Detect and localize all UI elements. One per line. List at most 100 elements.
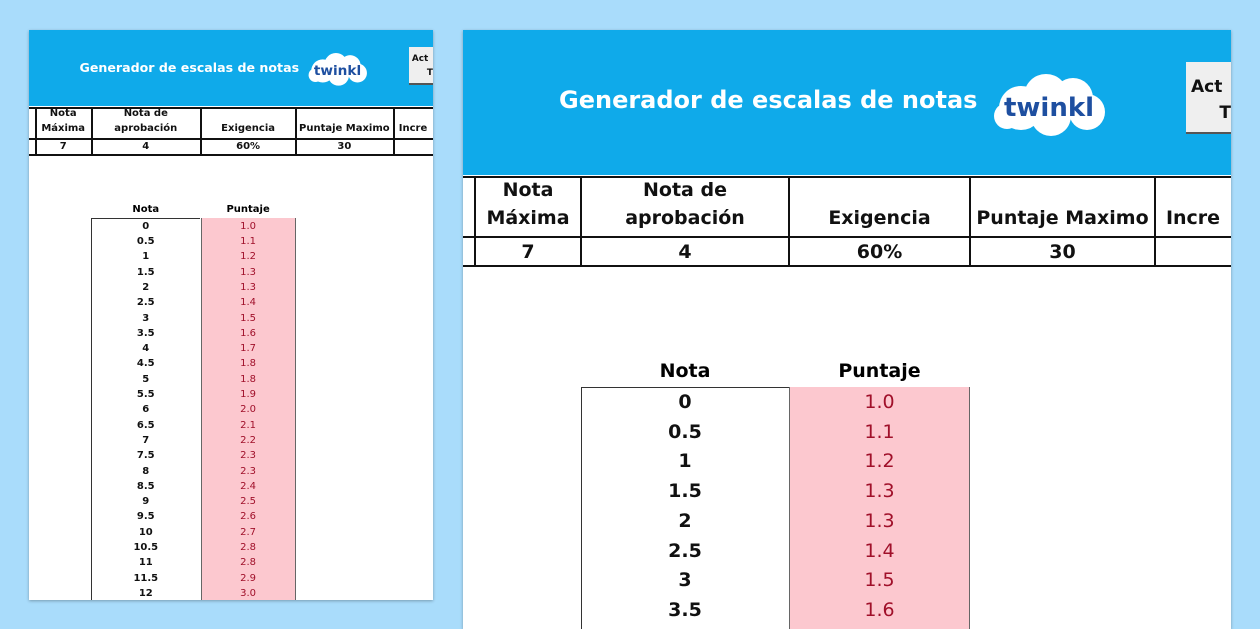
nota-cell[interactable]: 5.5 <box>136 389 155 401</box>
nota-cell[interactable]: 7 <box>142 434 150 446</box>
action-button[interactable]: Act T <box>409 46 433 85</box>
puntaje-cell[interactable]: 1.4 <box>864 539 895 562</box>
nota-cell[interactable]: 8 <box>142 465 150 477</box>
param-value[interactable]: 60% <box>236 140 261 152</box>
table-border <box>29 153 433 156</box>
action-button[interactable]: Act T <box>1186 62 1231 134</box>
puntaje-cell[interactable]: 3.0 <box>240 587 257 599</box>
nota-cell[interactable]: 10 <box>138 526 153 538</box>
nota-cell[interactable]: 4.5 <box>136 358 155 370</box>
table-border <box>392 106 395 155</box>
nota-cell[interactable]: 6.5 <box>136 419 155 431</box>
puntaje-cell[interactable]: 2.4 <box>240 480 257 492</box>
param-value[interactable] <box>393 139 433 153</box>
app-title: Generador de escalas de notas <box>79 59 300 75</box>
nota-cell[interactable]: 7.5 <box>136 450 155 462</box>
nota-cell[interactable]: 6 <box>142 404 150 416</box>
table-border <box>463 236 1231 238</box>
puntaje-cell[interactable]: 1.2 <box>240 251 257 263</box>
puntaje-column <box>789 387 970 629</box>
puntaje-cell[interactable]: 1.5 <box>864 569 895 592</box>
spreadsheet-preview-large: Generador de escalas de notas twinkl Act T N… <box>463 30 1231 629</box>
nota-cell[interactable]: 11 <box>138 557 153 569</box>
svg-text:twinkl: twinkl <box>314 63 361 79</box>
param-value[interactable]: 7 <box>59 140 67 152</box>
nota-cell[interactable]: 2.5 <box>668 539 702 562</box>
puntaje-cell[interactable]: 1.6 <box>864 598 895 621</box>
table-border <box>29 106 433 109</box>
nota-cell[interactable]: 1.5 <box>668 480 702 503</box>
puntaje-cell[interactable]: 1.6 <box>240 327 257 339</box>
puntaje-cell[interactable]: 2.0 <box>240 404 257 416</box>
puntaje-cell[interactable]: 1.5 <box>240 312 257 324</box>
nota-cell[interactable]: 2 <box>678 509 692 532</box>
puntaje-cell[interactable]: 2.6 <box>240 511 257 523</box>
nota-cell[interactable]: 3 <box>142 312 150 324</box>
nota-cell[interactable]: 10.5 <box>133 542 159 554</box>
action-button-label-1: Act <box>411 54 429 65</box>
nota-cell[interactable]: 0.5 <box>668 420 702 443</box>
nota-cell[interactable]: 9.5 <box>136 511 155 523</box>
puntaje-cell[interactable]: 2.7 <box>240 526 257 538</box>
nota-cell[interactable]: 3.5 <box>668 598 702 621</box>
nota-cell[interactable]: 5 <box>142 373 150 385</box>
param-value[interactable]: 4 <box>678 240 692 263</box>
nota-cell[interactable]: 1.5 <box>136 266 155 278</box>
puntaje-cell[interactable]: 2.8 <box>240 557 257 569</box>
nota-cell[interactable]: 0 <box>142 220 150 232</box>
nota-cell[interactable]: 11.5 <box>133 572 159 584</box>
table-border <box>29 138 433 141</box>
nota-cell[interactable]: 4 <box>142 343 150 355</box>
puntaje-cell[interactable]: 2.8 <box>240 542 257 554</box>
param-value[interactable]: 4 <box>142 140 150 152</box>
param-value[interactable]: 60% <box>856 240 903 263</box>
puntaje-cell[interactable]: 2.5 <box>240 496 257 508</box>
scale-header-nota: Nota <box>659 360 711 382</box>
puntaje-cell[interactable]: 2.3 <box>240 450 257 462</box>
twinkl-logo: twinkl <box>307 52 369 87</box>
puntaje-cell[interactable]: 1.7 <box>240 343 257 355</box>
puntaje-cell[interactable]: 2.3 <box>240 465 257 477</box>
nota-cell[interactable]: 0.5 <box>136 236 155 248</box>
puntaje-cell[interactable]: 1.8 <box>240 373 257 385</box>
nota-cell[interactable]: 9 <box>142 496 150 508</box>
nota-cell[interactable]: 3.5 <box>136 327 155 339</box>
puntaje-cell[interactable]: 1.9 <box>240 389 257 401</box>
puntaje-cell[interactable]: 2.9 <box>240 572 257 584</box>
puntaje-cell[interactable]: 1.1 <box>240 236 257 248</box>
puntaje-cell[interactable]: 1.3 <box>864 480 895 503</box>
header-banner: Generador de escalas de notas twinkl Act T <box>29 30 433 107</box>
puntaje-cell[interactable]: 1.8 <box>240 358 257 370</box>
puntaje-cell[interactable]: 1.2 <box>864 450 895 473</box>
puntaje-cell[interactable]: 1.3 <box>864 509 895 532</box>
param-value[interactable] <box>1155 238 1231 265</box>
puntaje-cell[interactable]: 1.0 <box>864 391 895 413</box>
nota-cell[interactable]: 2 <box>142 281 150 293</box>
nota-cell[interactable]: 8.5 <box>136 480 155 492</box>
puntaje-cell[interactable]: 1.3 <box>240 281 257 293</box>
puntaje-column <box>200 217 296 600</box>
param-header: Nota de aprobación <box>625 179 745 229</box>
nota-cell[interactable]: 1 <box>678 450 692 473</box>
nota-cell[interactable]: 2.5 <box>136 297 155 309</box>
param-header: Puntaje Maximo <box>976 207 1149 229</box>
nota-cell[interactable]: 0 <box>678 391 692 413</box>
param-value[interactable]: 7 <box>521 240 535 263</box>
puntaje-cell[interactable]: 1.4 <box>240 297 257 309</box>
puntaje-cell[interactable]: 1.3 <box>240 266 257 278</box>
nota-column <box>581 387 789 629</box>
param-value[interactable]: 30 <box>1049 240 1076 263</box>
puntaje-cell[interactable]: 1.0 <box>240 220 257 232</box>
param-value[interactable]: 30 <box>337 140 352 152</box>
table-border <box>788 176 790 267</box>
puntaje-cell[interactable]: 1.1 <box>864 420 895 443</box>
nota-cell[interactable]: 3 <box>678 569 692 592</box>
table-border <box>463 176 1231 178</box>
puntaje-cell[interactable]: 2.1 <box>240 419 257 431</box>
spreadsheet-preview-small: Generador de escalas de notas twinkl Act T N… <box>29 30 433 600</box>
param-header: Exigencia <box>221 122 276 134</box>
param-header: Nota Máxima <box>486 179 570 229</box>
puntaje-cell[interactable]: 2.2 <box>240 434 257 446</box>
nota-cell[interactable]: 1 <box>142 251 150 263</box>
nota-cell[interactable]: 12 <box>138 587 153 599</box>
